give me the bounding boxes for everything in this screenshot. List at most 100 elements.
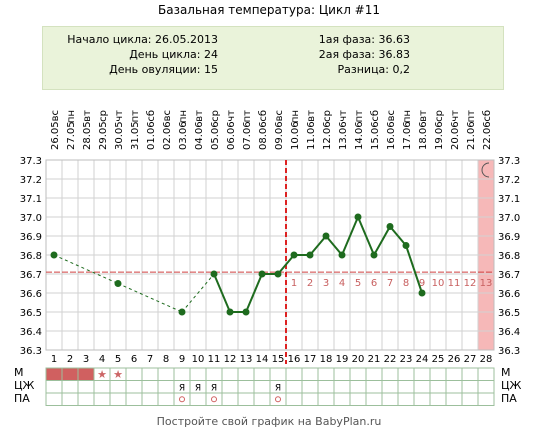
spotting-star: ★ xyxy=(113,368,123,381)
bottom-row-cell xyxy=(301,367,319,381)
y-tick-label-right: 36.7 xyxy=(498,270,520,281)
row-label-intercourse: ПА xyxy=(14,392,30,405)
day-number-label: 19 xyxy=(336,354,349,365)
temperature-point xyxy=(418,289,426,297)
y-tick-label-left: 36.5 xyxy=(20,308,42,319)
bottom-row-cell xyxy=(45,380,63,394)
bottom-row-cell xyxy=(317,367,335,381)
chart-title: Базальная температура: Цикл #11 xyxy=(158,3,380,17)
luteal-day-label: 11 xyxy=(448,278,461,289)
weekday-label: сб xyxy=(370,110,381,122)
bottom-row-cell xyxy=(349,392,367,406)
spotting-star: ★ xyxy=(97,368,107,381)
bottom-row-cell xyxy=(269,392,287,406)
day-number-label: 22 xyxy=(384,354,397,365)
footer-link[interactable]: Постройте свой график на BabyPlan.ru xyxy=(157,415,382,428)
menses-cell xyxy=(78,368,94,380)
intercourse-mark xyxy=(179,396,185,403)
day-number-label: 12 xyxy=(224,354,237,365)
y-tick-label-left: 36.4 xyxy=(20,327,42,338)
bottom-row-cell xyxy=(77,392,95,406)
temperature-point xyxy=(402,242,410,249)
y-tick-label-left: 36.9 xyxy=(20,232,42,243)
bottom-row-cell xyxy=(301,392,319,406)
bottom-row-cell xyxy=(157,392,175,406)
row-label-menses: М xyxy=(14,366,24,379)
temperature-point xyxy=(290,251,298,259)
bottom-row-cell xyxy=(413,392,431,406)
weekday-label: пт xyxy=(130,110,141,123)
day-number-label: 18 xyxy=(320,354,333,365)
bottom-row-cell xyxy=(157,380,175,394)
weekday-label: пт xyxy=(242,110,253,123)
bottom-row-cell xyxy=(109,380,127,394)
bottom-row-cell xyxy=(429,367,447,381)
bottom-row-cell xyxy=(461,392,479,406)
temperature-point xyxy=(338,251,346,259)
grid-layer xyxy=(45,159,495,351)
bottom-row-cell xyxy=(349,380,367,394)
series-segment xyxy=(373,226,391,256)
bottom-row-cell xyxy=(317,392,335,406)
menses-cell xyxy=(62,368,78,380)
date-label: 31.05 xyxy=(130,121,141,150)
temperature-point xyxy=(354,213,362,221)
bottom-row-cell xyxy=(77,380,95,394)
weekday-label: вт xyxy=(82,110,93,122)
luteal-day-label: 4 xyxy=(339,278,345,289)
y-tick-label-right: 36.3 xyxy=(498,346,520,357)
bottom-row-cell xyxy=(221,392,239,406)
series-segment xyxy=(341,216,359,256)
date-label: 26.05 xyxy=(50,121,61,150)
series-segment xyxy=(389,225,407,247)
date-label: 21.06 xyxy=(466,121,477,150)
bottom-row-cell xyxy=(413,380,431,394)
axis-layer: 36.3 36.3 36.4 36.4 36.5 36.5 36.6 36.6 36.7 36.7… xyxy=(20,110,521,365)
temperature-point xyxy=(258,270,266,278)
luteal-day-label: 10 xyxy=(432,278,445,289)
bottom-row-cell xyxy=(461,380,479,394)
temperature-point xyxy=(242,308,250,316)
bottom-row-cell xyxy=(141,367,159,381)
date-label: 29.05 xyxy=(98,121,109,150)
bottom-row-cell xyxy=(157,367,175,381)
weekday-label: чт xyxy=(338,110,349,122)
cycle-summary-panel xyxy=(42,26,504,90)
weekday-label: сб xyxy=(482,110,493,122)
cycle-length-text: День цикла: 24 xyxy=(129,48,218,61)
y-tick-label-right: 37.1 xyxy=(498,194,520,205)
luteal-day-label: 1 xyxy=(291,278,297,289)
series-segment xyxy=(357,216,375,256)
temperature-point xyxy=(114,280,122,287)
bottom-row-cell xyxy=(285,392,303,406)
y-tick-label-left: 37.0 xyxy=(20,213,42,224)
bottom-row-cell xyxy=(253,392,271,406)
day-number-label: 3 xyxy=(83,354,89,365)
date-label: 06.06 xyxy=(226,121,237,150)
temperature-point xyxy=(370,251,378,259)
weekday-label: пн xyxy=(178,110,189,123)
menses-cell xyxy=(46,368,62,380)
date-label: 27.05 xyxy=(66,121,77,150)
date-label: 11.06 xyxy=(306,121,317,150)
bottom-row-cell xyxy=(237,367,255,381)
bottom-row-cell xyxy=(477,380,495,394)
weekday-label: пт xyxy=(354,110,365,123)
bottom-row-cell xyxy=(365,392,383,406)
bottom-row-cell xyxy=(397,380,415,394)
weekday-label: вт xyxy=(306,110,317,122)
date-label: 14.06 xyxy=(354,121,365,150)
day-number-label: 28 xyxy=(480,354,493,365)
bottom-row-cell xyxy=(301,380,319,394)
cm-mark: Я xyxy=(195,384,201,394)
intercourse-mark xyxy=(211,396,217,403)
weekday-label: пт xyxy=(466,110,477,123)
bottom-row-cell xyxy=(93,392,111,406)
day-number-label: 25 xyxy=(432,354,445,365)
weekday-label: вс xyxy=(50,110,61,121)
day-number-label: 10 xyxy=(192,354,205,365)
day-number-label: 17 xyxy=(304,354,317,365)
bottom-row-cell xyxy=(173,392,191,406)
bottom-row-cell xyxy=(429,392,447,406)
